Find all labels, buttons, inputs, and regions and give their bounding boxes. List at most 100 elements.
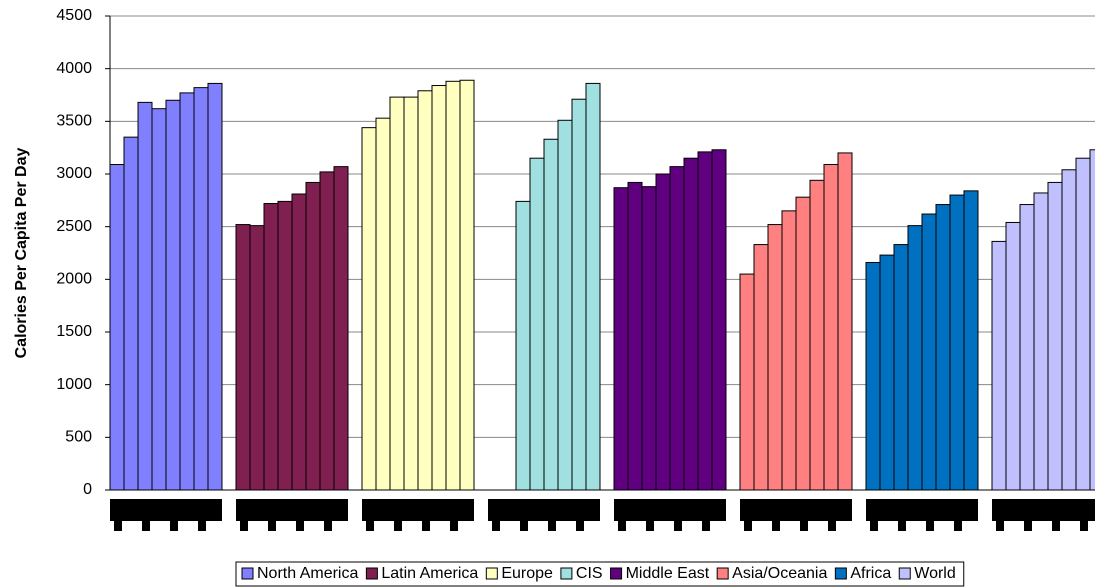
y-tick-label: 4000 [56, 60, 92, 77]
x-label-blob [828, 521, 836, 531]
x-label-blob [198, 521, 206, 531]
bar [1089, 149, 1095, 491]
y-tick-label: 2500 [56, 218, 92, 235]
bar [305, 181, 321, 491]
legend-label: Latin America [381, 565, 478, 582]
bar [249, 225, 265, 491]
bar [907, 225, 923, 491]
bar [893, 244, 909, 491]
bar [1005, 221, 1021, 491]
x-label-blob [992, 499, 1095, 521]
x-label-blob [614, 499, 726, 521]
bar [949, 194, 965, 491]
legend-swatch [560, 567, 573, 580]
x-label-blob [366, 521, 374, 531]
bar [361, 127, 377, 491]
x-label-blob [954, 521, 962, 531]
y-tick-label: 3000 [56, 165, 92, 182]
bar [165, 99, 181, 491]
x-label-blob [1052, 521, 1060, 531]
bar [767, 224, 783, 491]
bar [641, 186, 657, 491]
legend-label: North America [257, 565, 358, 582]
x-label-blob [296, 521, 304, 531]
x-label-blob [110, 499, 222, 521]
bar [417, 90, 433, 491]
x-label-blob [926, 521, 934, 531]
x-label-blob [870, 521, 878, 531]
y-tick-label: 1000 [56, 376, 92, 393]
y-tick-label: 500 [65, 429, 92, 446]
bar [739, 273, 755, 491]
bar [669, 166, 685, 491]
y-tick-label: 4500 [56, 7, 92, 24]
bar [865, 261, 881, 491]
bar [1033, 192, 1049, 491]
bar [123, 136, 139, 491]
bar [1019, 204, 1035, 491]
x-label-blob [800, 521, 808, 531]
bar [207, 82, 223, 491]
bar [753, 244, 769, 491]
x-label-blob [898, 521, 906, 531]
legend-label: World [914, 565, 956, 582]
bar [655, 173, 671, 491]
bar [277, 200, 293, 491]
x-label-blob [866, 499, 978, 521]
bar [1075, 157, 1091, 491]
x-label-blob [740, 499, 852, 521]
x-label-blob [1024, 521, 1032, 531]
bar [711, 149, 727, 491]
x-label-blob [996, 521, 1004, 531]
x-label-blob [646, 521, 654, 531]
bar [109, 164, 125, 491]
x-label-blob [240, 521, 248, 531]
bar [921, 213, 937, 491]
legend-label: Middle East [626, 565, 710, 582]
x-label-blob [1080, 521, 1088, 531]
legend-label: CIS [576, 565, 603, 582]
x-label-blob [114, 521, 122, 531]
bar [319, 171, 335, 491]
x-label-blob [422, 521, 430, 531]
x-label-blob [362, 499, 474, 521]
y-tick-label: 2000 [56, 271, 92, 288]
legend-swatch [898, 567, 911, 580]
x-label-blob [450, 521, 458, 531]
x-label-blob [674, 521, 682, 531]
x-label-blob [576, 521, 584, 531]
y-axis-label: Calories Per Capita Per Day [13, 148, 30, 359]
x-label-blob [702, 521, 710, 531]
bar [193, 87, 209, 491]
bar [445, 80, 461, 491]
bar [697, 151, 713, 491]
bar [823, 164, 839, 491]
bar [375, 117, 391, 491]
bar [627, 181, 643, 491]
legend-swatch [716, 567, 729, 580]
bar [795, 196, 811, 491]
x-label-blob [236, 499, 348, 521]
x-label-blob [772, 521, 780, 531]
legend-label: Africa [850, 565, 891, 582]
y-tick-label: 0 [83, 481, 92, 498]
bar [137, 101, 153, 491]
legend-swatch [610, 567, 623, 580]
bar [179, 92, 195, 491]
bar [291, 193, 307, 491]
x-label-blob [488, 499, 600, 521]
bar [683, 157, 699, 491]
bar [781, 210, 797, 491]
bar [585, 82, 601, 491]
x-label-blob [170, 521, 178, 531]
bar [935, 204, 951, 491]
bar [235, 224, 251, 491]
bar [571, 98, 587, 491]
x-label-blob [268, 521, 276, 531]
bar [151, 108, 167, 491]
legend-swatch [241, 567, 254, 580]
y-tick-label: 1500 [56, 323, 92, 340]
x-label-blob [492, 521, 500, 531]
legend-label: Asia/Oceania [732, 565, 827, 582]
